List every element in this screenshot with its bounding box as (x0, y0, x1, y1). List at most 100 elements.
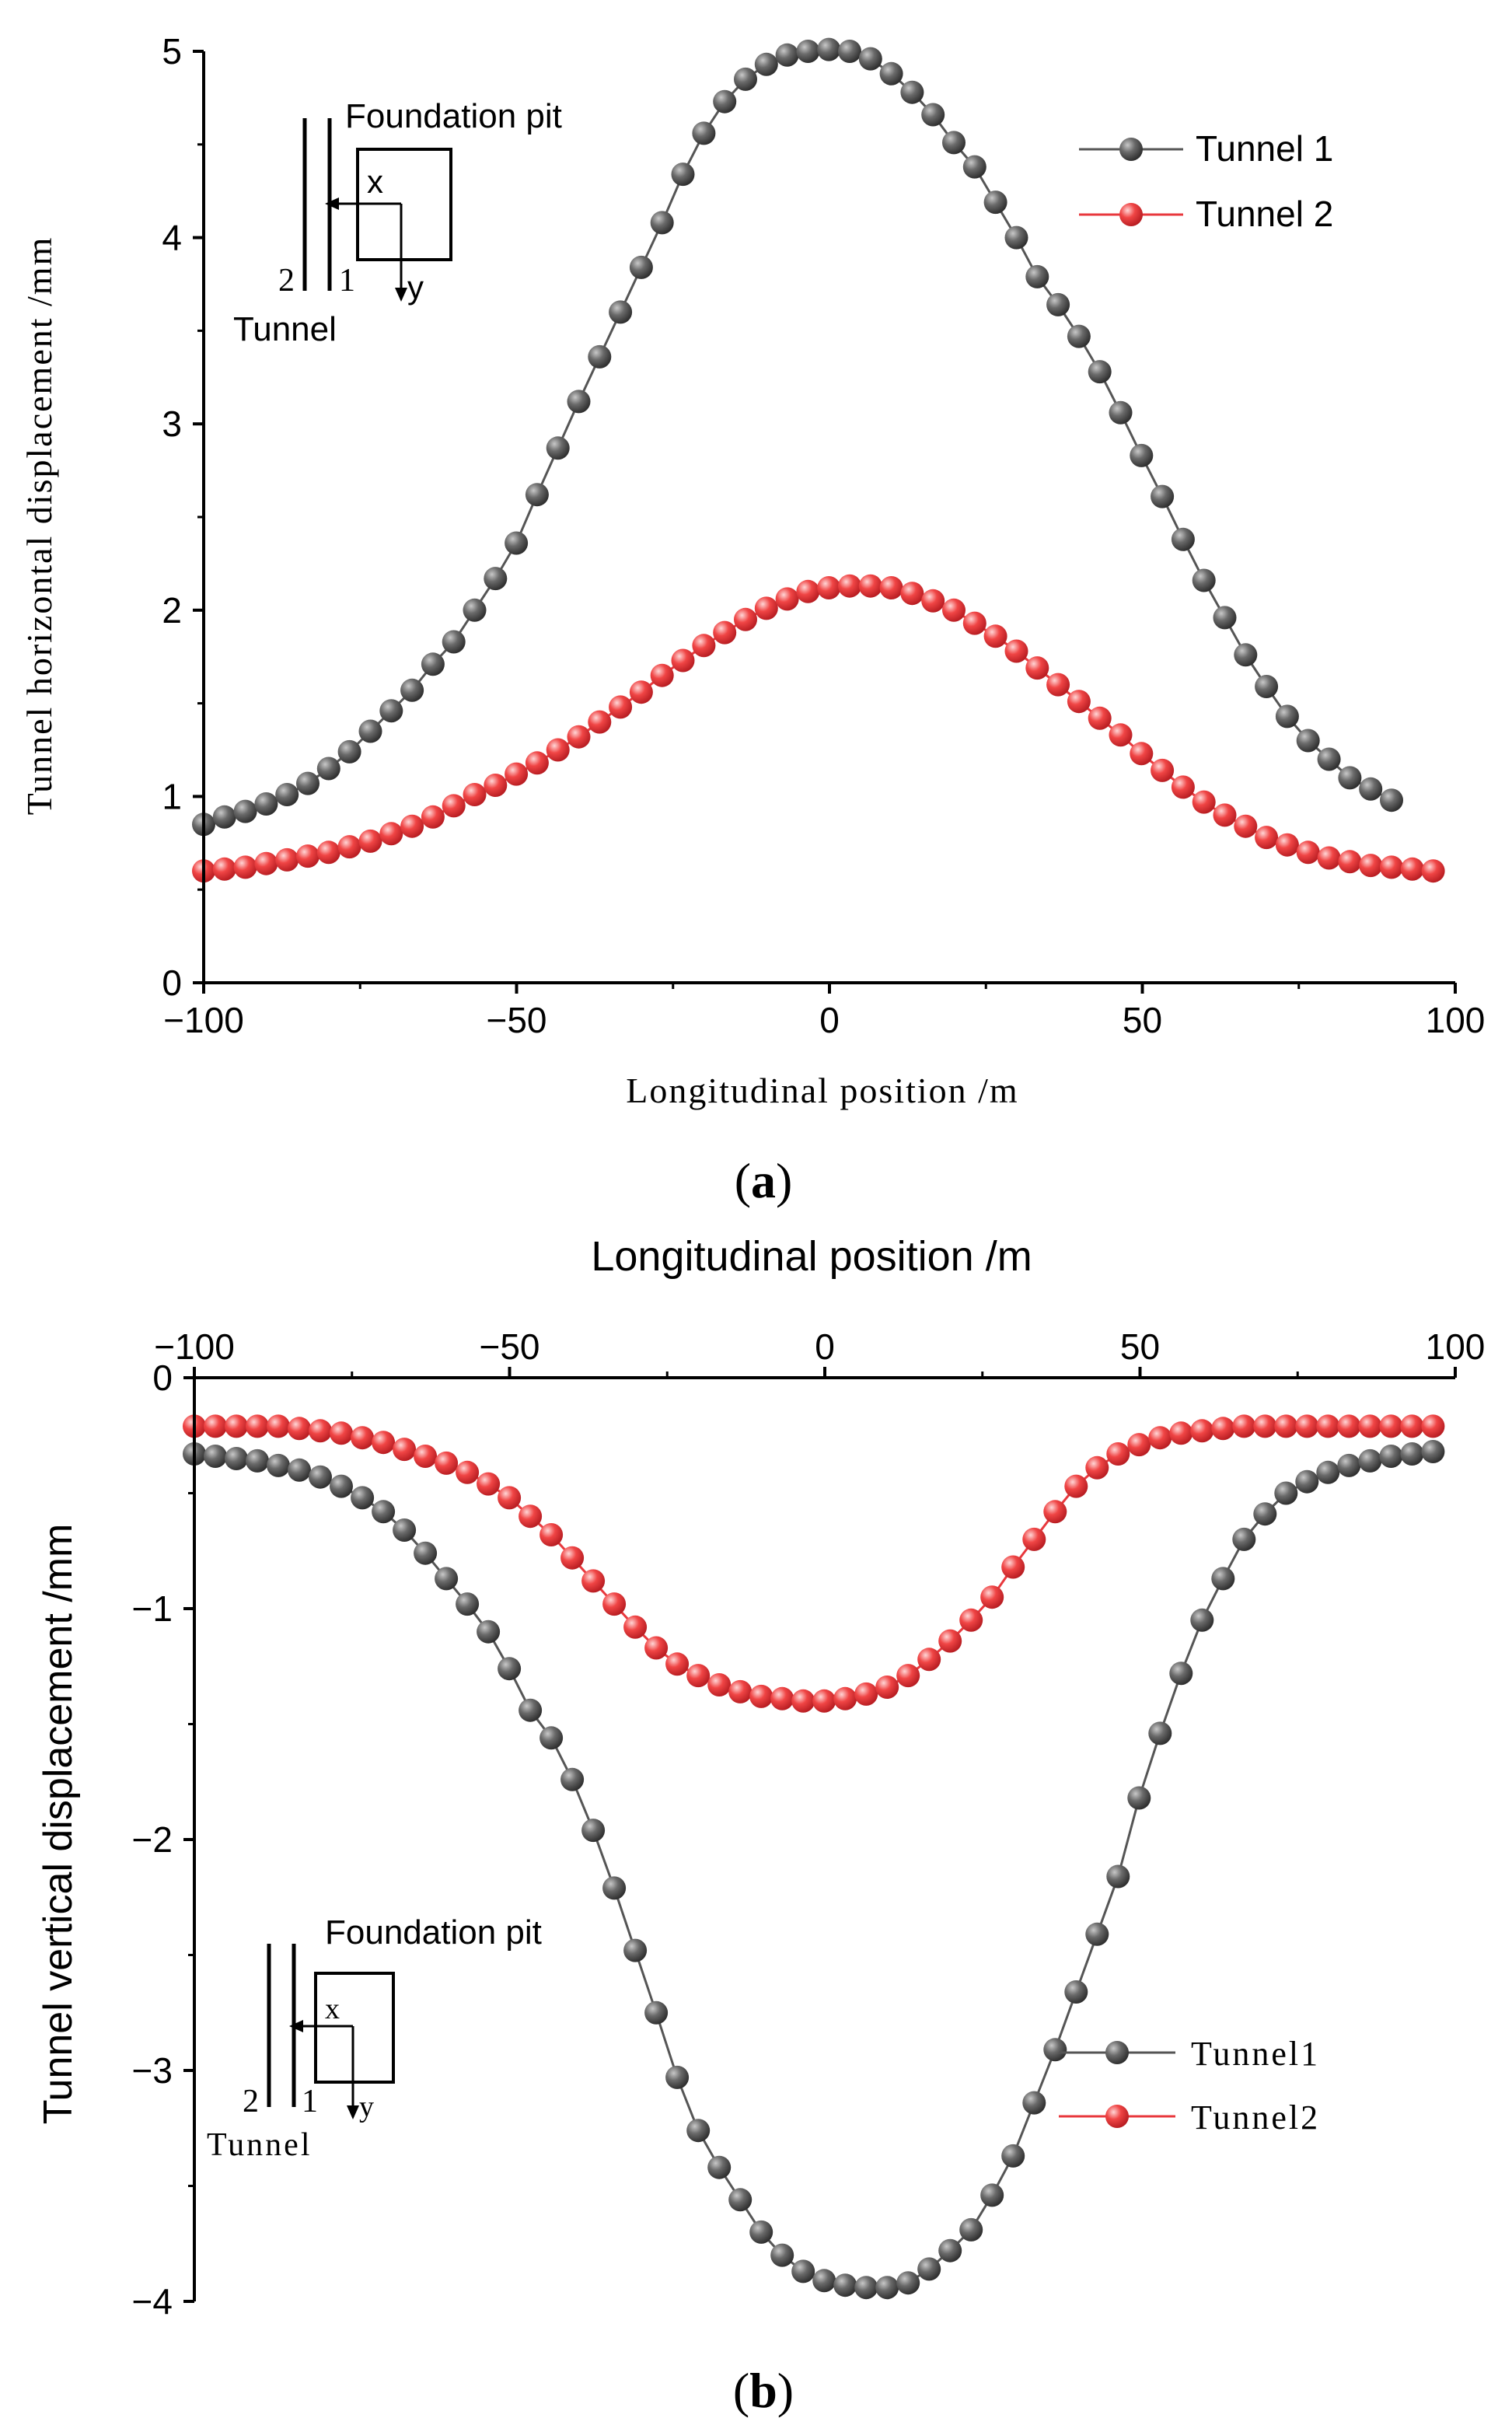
panel-a-series-2-point (1213, 803, 1237, 827)
panel-b-x-tick-label: 0 (815, 1326, 835, 1367)
panel-b-series-layer (183, 1414, 1445, 2300)
panel-a-series-2-point (900, 582, 924, 606)
panel-a-series-2-point (1380, 855, 1403, 879)
panel-a-series-1-point (316, 757, 340, 781)
panel-a-series-1-point (233, 799, 257, 823)
panel-b-series-1-point (498, 1657, 522, 1681)
panel-a-series-1-point (671, 162, 695, 187)
panel-b-series-2-point (812, 1689, 836, 1713)
panel-a-series-2-point (692, 634, 716, 658)
panel-b-series-1-point (1148, 1721, 1172, 1745)
panel-b-series-1-point (414, 1541, 438, 1565)
panel-b-series-2-point (477, 1472, 501, 1496)
panel-b-x-tick-label: −100 (154, 1326, 235, 1367)
panel-a-series-1-point (858, 47, 882, 71)
panel-b-series-1-point (728, 2188, 753, 2212)
panel-a-series-1-point (212, 805, 236, 829)
panel-b-series-2-point (456, 1460, 480, 1484)
panel-b-series-2-point (204, 1414, 227, 1438)
panel-b-series-2-point (959, 1608, 983, 1632)
panel-b-inset-x-label: x (325, 1993, 340, 2025)
panel-b-series-2-point (665, 1652, 690, 1676)
panel-a-series-2-point (1088, 706, 1112, 730)
panel-a-series-1-point (1359, 777, 1383, 801)
panel-b-series-2-point (225, 1414, 248, 1438)
panel-a-series-1-point (254, 792, 278, 816)
panel-b-series-2-point (246, 1414, 269, 1438)
panel-b-series-2-point (1085, 1455, 1109, 1480)
panel-b-series-2-point (435, 1451, 459, 1475)
panel-a-series-2-point (463, 783, 487, 806)
panel-a-x-tick-label: −50 (486, 1000, 546, 1040)
panel-a-inset-diagram: Foundation pit x y 2 1 Tunnel (233, 97, 562, 348)
panel-b-series-2-point (1316, 1414, 1340, 1438)
panel-a-series-layer (192, 37, 1445, 883)
panel-a-series-2-point (358, 829, 382, 853)
panel-b-y-tick-label: −3 (132, 2050, 173, 2091)
panel-b-series-1-point (330, 1474, 353, 1498)
panel-a-series-1-point (421, 652, 445, 676)
panel-a-series-1-point (484, 567, 508, 591)
panel-b-legend: Tunnel1 Tunnel2 (1059, 2035, 1318, 2137)
panel-b-series-1-point (1190, 1608, 1214, 1632)
panel-b-chart: −100 −50 0 50 100 0 −1 −2 −3 −4 Longitudinal posi… (36, 1233, 1485, 2418)
panel-b-series-2-point (519, 1504, 543, 1529)
panel-b-series-2-point (1043, 1500, 1067, 1524)
panel-b-series-2-point (1106, 1442, 1130, 1466)
panel-a-series-2-point (1192, 790, 1216, 814)
panel-b-series-2-point (1337, 1414, 1361, 1438)
panel-b-series-1-point (1022, 2091, 1046, 2115)
panel-b-series-1-point (686, 2119, 711, 2143)
panel-b-series-1-point (917, 2257, 941, 2281)
panel-b-series-1-point (602, 1876, 627, 1900)
panel-a-series-2-point (588, 710, 612, 734)
panel-b-series-1-point (225, 1447, 248, 1470)
panel-b-series-2-point (309, 1419, 332, 1443)
panel-a-series-2-point (484, 774, 508, 797)
panel-b-series-2-point (917, 1648, 941, 1672)
panel-b-series-1-point (1043, 2038, 1067, 2062)
panel-a-series-1-point (296, 771, 320, 795)
panel-a-series-1-point (1067, 324, 1091, 348)
panel-b-series-2-point (372, 1431, 396, 1455)
panel-a-series-2-point (546, 738, 570, 762)
panel-a-inset-line-label-2: 2 (278, 263, 295, 299)
panel-b-series-2-point (1379, 1414, 1403, 1438)
panel-b-series-2-point (854, 1682, 878, 1706)
panel-b-series-2-point (980, 1585, 1004, 1609)
panel-b-series-1-point (267, 1453, 290, 1477)
panel-a-series-2-point (337, 835, 361, 859)
panel-a-series-2-point (442, 794, 466, 818)
panel-b-series-1-point (435, 1567, 459, 1591)
panel-b-y-tick-label: −2 (132, 1819, 173, 1860)
panel-a-series-1-point (1130, 443, 1154, 467)
panel-b-x-tick-label: −50 (479, 1326, 540, 1367)
panel-a-legend: Tunnel 1 Tunnel 2 (1079, 128, 1333, 234)
panel-a-caption: (a) (735, 1153, 793, 1208)
panel-a-series-2-point (942, 598, 966, 622)
panel-a-series-1-point (775, 43, 799, 67)
panel-b-series-2-point (330, 1421, 353, 1445)
panel-a-series-2-point (629, 680, 653, 704)
panel-b-series-2-point (1400, 1414, 1424, 1438)
panel-b-series-1-point (896, 2271, 920, 2295)
panel-b-series-1-point (623, 1938, 648, 1962)
panel-b-series-2-point (875, 1675, 899, 1699)
panel-b-series-1-point (309, 1465, 332, 1489)
panel-a-series-1-point (900, 80, 924, 104)
panel-b-inset-top-label: Foundation pit (325, 1913, 542, 1952)
panel-b-series-1-point (749, 2220, 773, 2244)
panel-a-series-2-point (379, 822, 403, 846)
panel-a-series-2-point (421, 805, 445, 829)
panel-b-series-1-point (1001, 2144, 1025, 2168)
panel-b-series-1-point (665, 2065, 690, 2089)
panel-a-series-1-point (463, 598, 487, 622)
panel-b-xlabel: Longitudinal position /m (591, 1233, 1032, 1280)
panel-b-series-2-point (1190, 1419, 1214, 1443)
panel-b-series-1-point (1127, 1786, 1151, 1810)
panel-b-series-2-point (1253, 1414, 1277, 1438)
panel-b-series-2-point (1211, 1417, 1235, 1441)
panel-a-series-2-point (1255, 826, 1279, 850)
panel-b-series-2-point (1169, 1421, 1193, 1445)
